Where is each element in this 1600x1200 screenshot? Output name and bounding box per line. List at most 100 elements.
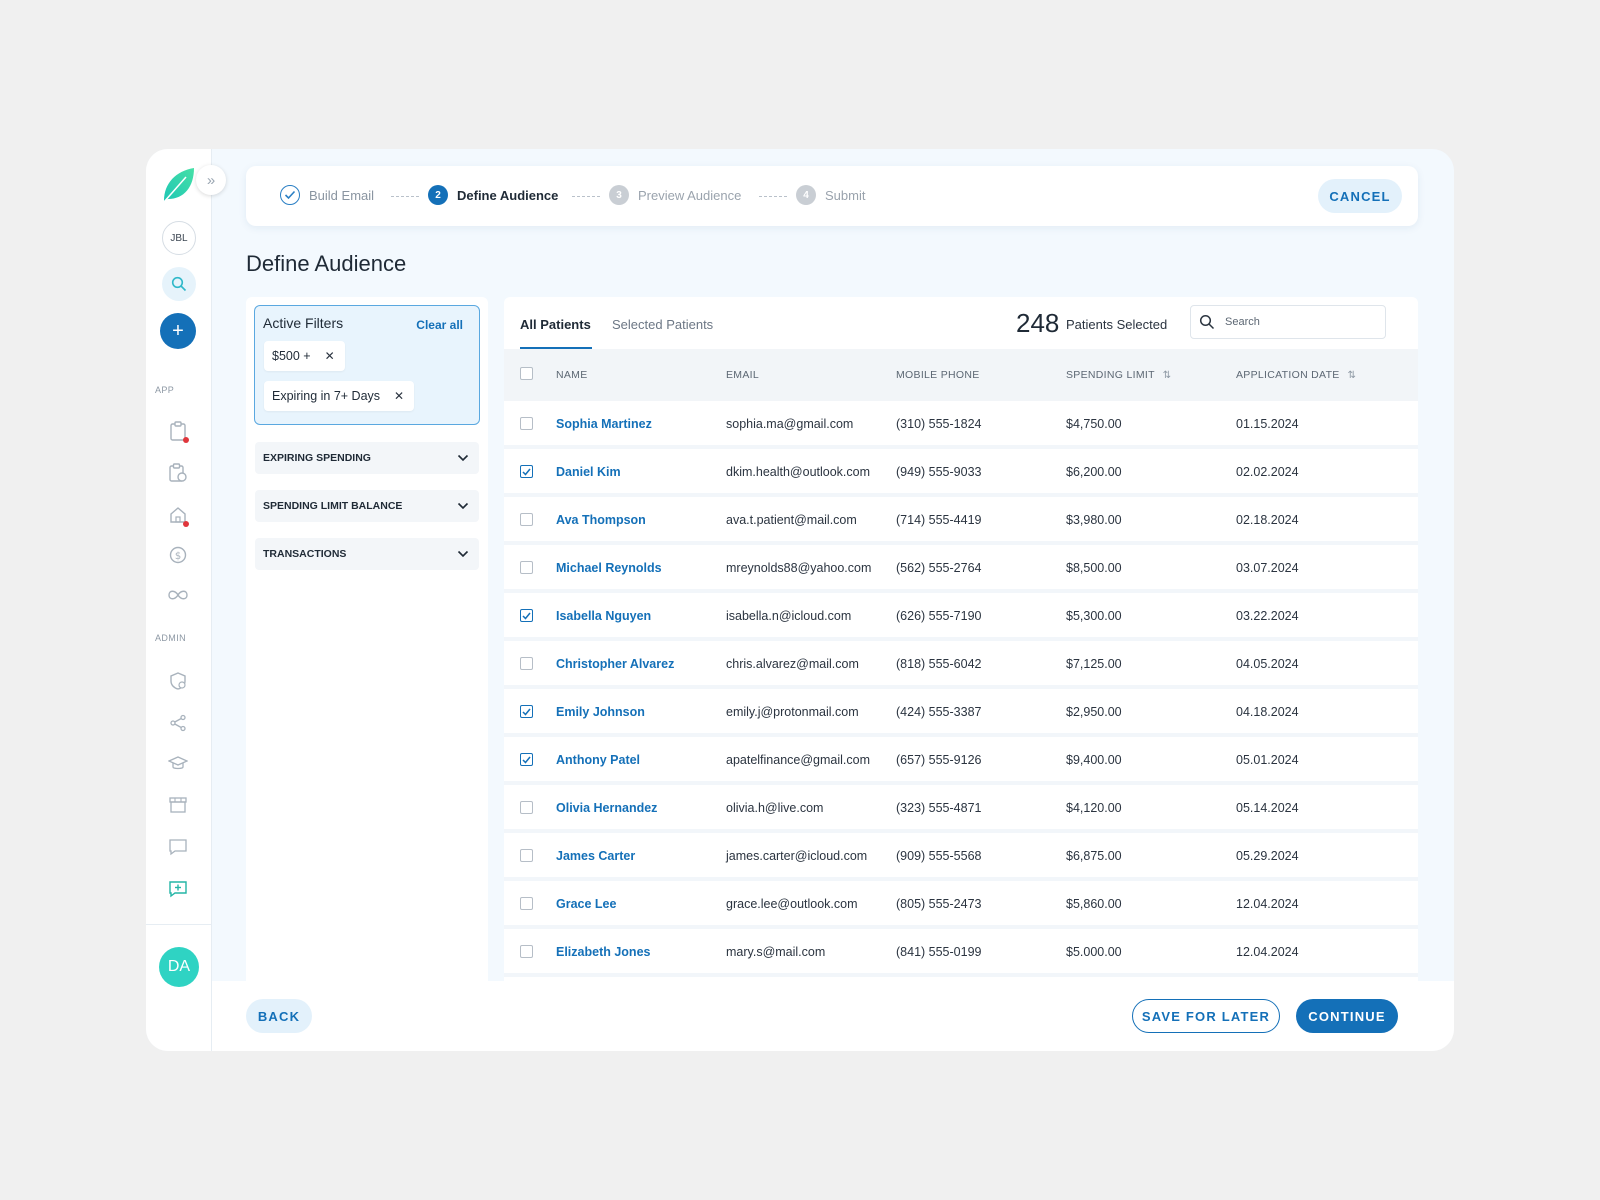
row-checkbox[interactable]	[520, 753, 533, 766]
column-header-spending-limit[interactable]: SPENDING LIMIT ⇅	[1066, 369, 1171, 381]
table-row[interactable]: Ava Thompson ava.t.patient@mail.com (714) …	[504, 497, 1418, 545]
search-input[interactable]	[1225, 316, 1375, 328]
org-badge[interactable]: JBL	[162, 221, 196, 255]
avatar[interactable]: DA	[159, 947, 199, 987]
leaf-logo-icon[interactable]	[160, 165, 198, 205]
cell-name[interactable]: Elizabeth Jones	[556, 945, 651, 959]
cell-name[interactable]: Ava Thompson	[556, 513, 646, 527]
cell-phone: (818) 555-6042	[896, 657, 982, 671]
cell-name[interactable]: James Carter	[556, 849, 636, 863]
filter-chip-label: $500 +	[272, 349, 311, 363]
accordion-expiring-spending[interactable]: EXPIRING SPENDING	[255, 442, 479, 474]
row-checkbox[interactable]	[520, 465, 533, 478]
table-row[interactable]: Christopher Alvarez chris.alvarez@mail.co…	[504, 641, 1418, 689]
save-for-later-button[interactable]: SAVE FOR LATER	[1132, 999, 1280, 1033]
cell-application-date: 12.04.2024	[1236, 945, 1299, 959]
row-checkbox[interactable]	[520, 417, 533, 430]
store-icon[interactable]	[166, 793, 190, 817]
back-button[interactable]: BACK	[246, 999, 312, 1033]
column-header-application-date[interactable]: APPLICATION DATE ⇅	[1236, 369, 1356, 381]
table-row[interactable]: Olivia Hernandez olivia.h@live.com (323) …	[504, 785, 1418, 833]
step-preview-audience[interactable]: 3 Preview Audience	[609, 185, 741, 205]
accordion-label: TRANSACTIONS	[263, 548, 347, 560]
table-row[interactable]: James Carter james.carter@icloud.com (909)…	[504, 833, 1418, 881]
cell-application-date: 04.18.2024	[1236, 705, 1299, 719]
column-header-mobile-phone[interactable]: MOBILE PHONE	[896, 369, 980, 381]
table-row[interactable]: Sophia Martinez sophia.ma@gmail.com (310) …	[504, 401, 1418, 449]
table-row[interactable]: Michael Reynolds mreynolds88@yahoo.com (56…	[504, 545, 1418, 593]
cell-name[interactable]: Daniel Kim	[556, 465, 621, 479]
cell-email: grace.lee@outlook.com	[726, 897, 858, 911]
chat-icon[interactable]	[166, 835, 190, 859]
step-build-email[interactable]: Build Email	[280, 185, 374, 205]
infinity-icon[interactable]	[166, 583, 190, 607]
column-header-email[interactable]: EMAIL	[726, 369, 760, 381]
row-checkbox[interactable]	[520, 657, 533, 670]
home-icon[interactable]	[166, 503, 190, 527]
cell-name[interactable]: Anthony Patel	[556, 753, 641, 767]
cell-name[interactable]: Christopher Alvarez	[556, 657, 675, 671]
cell-name[interactable]: Emily Johnson	[556, 705, 645, 719]
step-label: Preview Audience	[638, 187, 742, 203]
tab-all-patients[interactable]: All Patients	[520, 317, 591, 332]
cell-name[interactable]: Sophia Martinez	[556, 417, 652, 431]
cancel-button[interactable]: CANCEL	[1318, 179, 1402, 213]
sort-icon[interactable]: ⇅	[1347, 369, 1357, 381]
row-checkbox[interactable]	[520, 609, 533, 622]
table-row[interactable]: Isabella Nguyen isabella.n@icloud.com (626…	[504, 593, 1418, 641]
cell-application-date: 05.29.2024	[1236, 849, 1299, 863]
row-checkbox[interactable]	[520, 561, 533, 574]
search-icon[interactable]	[162, 267, 196, 301]
step-connector	[572, 196, 600, 197]
accordion-label: EXPIRING SPENDING	[263, 452, 371, 464]
accordion-spending-limit-balance[interactable]: SPENDING LIMIT BALANCE	[255, 490, 479, 522]
chevron-down-icon	[457, 454, 469, 462]
column-header-name[interactable]: NAME	[556, 369, 588, 381]
cell-spending-limit: $5.000.00	[1066, 945, 1122, 959]
cell-name[interactable]: Isabella Nguyen	[556, 609, 652, 623]
table-row[interactable]: Grace Lee grace.lee@outlook.com (805) 555-…	[504, 881, 1418, 929]
sort-icon[interactable]: ⇅	[1162, 369, 1172, 381]
step-connector	[391, 196, 419, 197]
accordion-transactions[interactable]: TRANSACTIONS	[255, 538, 479, 570]
cell-email: dkim.health@outlook.com	[726, 465, 871, 479]
row-checkbox[interactable]	[520, 897, 533, 910]
close-icon[interactable]: ✕	[394, 389, 405, 403]
shield-user-icon[interactable]	[166, 669, 190, 693]
continue-button[interactable]: CONTINUE	[1296, 999, 1398, 1033]
clipboard-clock-icon[interactable]	[166, 461, 190, 485]
graduation-cap-icon[interactable]	[166, 751, 190, 775]
chevron-down-icon	[457, 502, 469, 510]
cell-name[interactable]: Grace Lee	[556, 897, 617, 911]
step-define-audience[interactable]: 2 Define Audience	[428, 185, 558, 205]
table-row[interactable]: Elizabeth Jones mary.s@mail.com (841) 555-…	[504, 929, 1418, 977]
step-submit[interactable]: 4 Submit	[796, 185, 865, 205]
row-checkbox[interactable]	[520, 849, 533, 862]
select-all-checkbox[interactable]	[520, 367, 533, 380]
share-icon[interactable]	[166, 711, 190, 735]
add-icon[interactable]: +	[160, 313, 196, 349]
row-checkbox[interactable]	[520, 801, 533, 814]
table-row[interactable]: Daniel Kim dkim.health@outlook.com (949) 5…	[504, 449, 1418, 497]
dollar-icon[interactable]: $	[166, 543, 190, 567]
table-row[interactable]: Emily Johnson emily.j@protonmail.com (424)…	[504, 689, 1418, 737]
expand-sidebar-icon[interactable]: »	[196, 165, 226, 195]
cell-name[interactable]: Olivia Hernandez	[556, 801, 658, 815]
sidebar: JBL + APP $ ADMIN	[146, 149, 212, 1051]
row-checkbox[interactable]	[520, 513, 533, 526]
clipboard-icon[interactable]	[166, 419, 190, 443]
clear-all-link[interactable]: Clear all	[416, 318, 463, 332]
table-row[interactable]: Anthony Patel apatelfinance@gmail.com (657…	[504, 737, 1418, 785]
selected-count-label: Patients Selected	[1066, 317, 1168, 332]
row-checkbox[interactable]	[520, 705, 533, 718]
check-icon	[522, 708, 531, 716]
cell-name[interactable]: Michael Reynolds	[556, 561, 662, 575]
step-number: 4	[796, 185, 816, 205]
chat-add-icon[interactable]	[166, 877, 190, 901]
close-icon[interactable]: ✕	[324, 349, 335, 363]
cell-spending-limit: $9,400.00	[1066, 753, 1122, 767]
sidebar-divider	[146, 924, 212, 925]
row-checkbox[interactable]	[520, 945, 533, 958]
cell-application-date: 05.01.2024	[1236, 753, 1299, 767]
tab-selected-patients[interactable]: Selected Patients	[612, 317, 714, 332]
